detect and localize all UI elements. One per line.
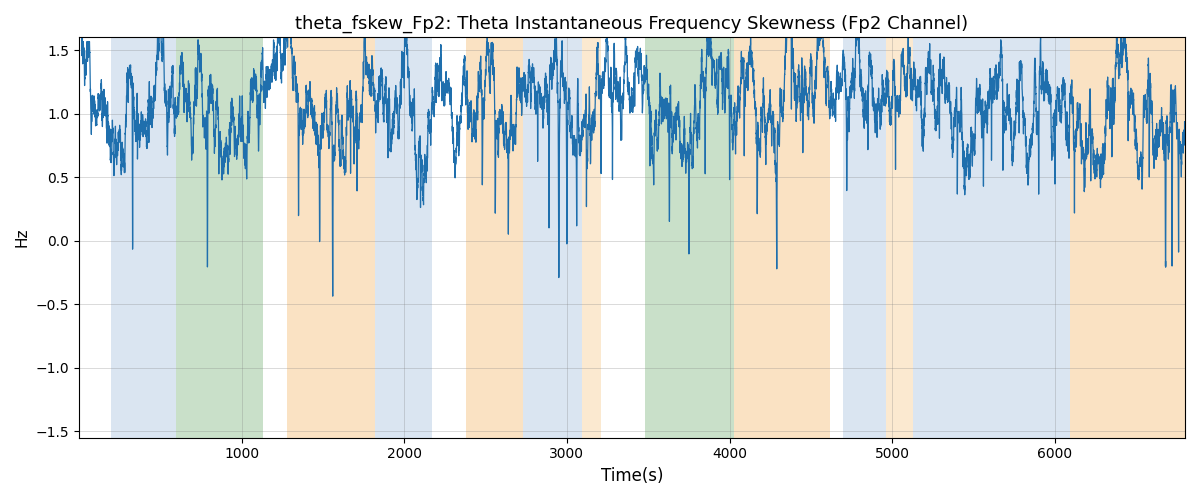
Bar	[176, 38, 263, 438]
X-axis label: Time(s): Time(s)	[601, 467, 664, 485]
Bar	[287, 38, 374, 438]
Bar	[644, 38, 734, 438]
Bar	[466, 38, 523, 438]
Bar	[374, 38, 432, 438]
Bar	[913, 38, 1069, 438]
Bar	[110, 38, 176, 438]
Y-axis label: Hz: Hz	[14, 228, 30, 248]
Bar	[844, 38, 886, 438]
Bar	[1069, 38, 1186, 438]
Bar	[582, 38, 601, 438]
Bar	[523, 38, 582, 438]
Bar	[734, 38, 830, 438]
Title: theta_fskew_Fp2: Theta Instantaneous Frequency Skewness (Fp2 Channel): theta_fskew_Fp2: Theta Instantaneous Fre…	[295, 15, 968, 34]
Bar	[886, 38, 913, 438]
